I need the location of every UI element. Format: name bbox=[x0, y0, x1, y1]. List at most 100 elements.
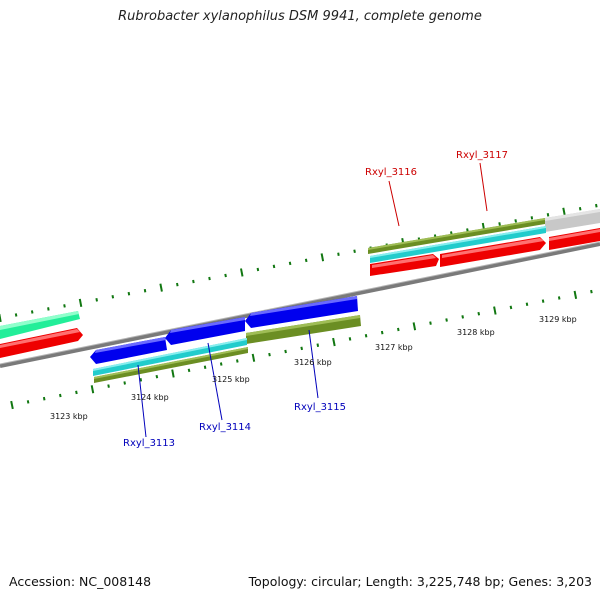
right-feature-block bbox=[368, 209, 600, 276]
inner-ruler-tick bbox=[412, 322, 417, 331]
outer-ruler-tick bbox=[304, 258, 308, 263]
red-cds-arrow-rxyl-3116-shine bbox=[442, 238, 544, 258]
red-cds-arrow-1-shine bbox=[372, 255, 436, 268]
tick-label-3128: 3128 kbp bbox=[457, 328, 495, 337]
outer-ruler-tick bbox=[562, 207, 566, 216]
inner-ruler-tick bbox=[268, 352, 271, 357]
olive-feature-bar-lower-shine bbox=[246, 315, 360, 336]
inner-ruler-tick bbox=[429, 321, 432, 325]
blue-cds-arrow-rxyl-3115 bbox=[245, 296, 358, 328]
inner-ruler-tick bbox=[203, 365, 207, 369]
tick-label-3124: 3124 kbp bbox=[131, 393, 169, 402]
inner-ruler-tick bbox=[219, 362, 223, 366]
blue-cds-arrow-rxyl-3113 bbox=[90, 337, 167, 364]
tick-label-3127: 3127 kbp bbox=[375, 343, 413, 352]
inner-ruler-tick bbox=[284, 349, 287, 354]
inner-ruler-tick bbox=[493, 306, 497, 315]
outer-ruler-tick bbox=[337, 252, 340, 256]
outer-ruler-tick bbox=[272, 264, 276, 269]
inner-ruler-tick bbox=[251, 353, 256, 362]
red-cds-arrow-rxyl-3117-shine bbox=[549, 229, 600, 241]
outer-ruler-tick bbox=[288, 261, 292, 266]
inner-ruler-tick bbox=[364, 334, 368, 338]
inner-ruler-tick bbox=[316, 343, 320, 347]
inner-ruler-tick bbox=[155, 374, 159, 379]
outer-ruler-tick bbox=[498, 222, 501, 226]
inner-ruler-tick bbox=[107, 384, 110, 388]
grey-feature-highlight bbox=[545, 209, 600, 221]
inner-ruler-tick bbox=[187, 368, 191, 373]
inner-ruler-tick bbox=[348, 337, 352, 341]
tick-label-3123: 3123 kbp bbox=[50, 412, 88, 421]
outer-ruler-tick bbox=[0, 313, 2, 323]
tick-labels: 3123 kbp 3124 kbp 3125 kbp 3126 kbp 3127… bbox=[50, 315, 577, 421]
outer-ruler-tick bbox=[47, 307, 50, 311]
inner-ruler-tick bbox=[139, 378, 143, 382]
grey-feature-bar bbox=[545, 209, 600, 232]
callout-line-rxyl-3116 bbox=[388, 180, 400, 227]
outer-ruler-tick bbox=[63, 304, 66, 308]
inner-ruler-tick bbox=[380, 330, 384, 335]
inner-ruler-tick bbox=[461, 315, 464, 319]
outer-ruler-tick bbox=[595, 203, 598, 208]
outer-ruler-tick bbox=[192, 279, 195, 284]
callout-line-rxyl-3114 bbox=[207, 342, 223, 421]
outer-ruler-tick bbox=[14, 313, 18, 317]
outer-ruler-tick bbox=[546, 213, 550, 217]
inner-ruler-tick bbox=[10, 400, 14, 410]
gene-label-rxyl-3114: Rxyl_3114 bbox=[199, 422, 251, 433]
inner-ruler-tick bbox=[397, 327, 400, 332]
tick-label-3125: 3125 kbp bbox=[212, 375, 250, 384]
backbone-highlight bbox=[0, 241, 600, 365]
blue-cds-arrow-rxyl-3114 bbox=[165, 317, 245, 345]
inner-ruler-tick bbox=[59, 393, 62, 398]
outer-ruler-tick bbox=[30, 310, 34, 314]
green-cds-bar bbox=[0, 311, 80, 339]
outer-ruler-tick bbox=[320, 253, 325, 262]
callout-line-rxyl-3115 bbox=[308, 329, 319, 399]
inner-ruler-tick bbox=[90, 385, 95, 394]
inner-ruler-tick bbox=[573, 290, 578, 299]
inner-ruler-tick bbox=[123, 381, 126, 385]
outer-ruler-tick bbox=[514, 219, 517, 223]
map-title: Rubrobacter xylanophilus DSM 9941, compl… bbox=[118, 9, 482, 24]
inner-ruler-tick bbox=[590, 289, 593, 294]
outer-ruler-tick bbox=[530, 216, 534, 220]
gene-label-rxyl-3113: Rxyl_3113 bbox=[123, 438, 175, 449]
gene-callouts: Rxyl_3113 Rxyl_3114 Rxyl_3115 Rxyl_3116 … bbox=[123, 150, 508, 449]
blue-cds-arrow-rxyl-3115-shine bbox=[250, 296, 357, 316]
inner-ruler-tick bbox=[557, 296, 561, 300]
inner-ruler-tick bbox=[525, 302, 529, 306]
outer-ruler-tick bbox=[176, 282, 179, 287]
inner-ruler-tick bbox=[26, 400, 30, 404]
outer-ruler-tick bbox=[127, 291, 131, 296]
callout-line-rxyl-3113 bbox=[137, 364, 147, 438]
green-cds-bar-shine bbox=[0, 311, 79, 330]
inner-ruler-tick bbox=[332, 337, 336, 347]
tick-marks bbox=[0, 203, 598, 410]
inner-ruler-tick bbox=[236, 359, 239, 363]
inner-ruler bbox=[10, 289, 593, 410]
outer-ruler-tick bbox=[578, 207, 582, 211]
left-feature-block bbox=[0, 311, 83, 358]
gene-label-rxyl-3115: Rxyl_3115 bbox=[294, 402, 346, 413]
inner-ruler-tick bbox=[541, 299, 545, 303]
outer-ruler-tick bbox=[78, 298, 83, 307]
inner-ruler-tick bbox=[509, 305, 513, 310]
tick-label-3129: 3129 kbp bbox=[539, 315, 577, 324]
inner-ruler-tick bbox=[75, 390, 78, 395]
inner-ruler-tick bbox=[42, 396, 46, 401]
olive-feature-highlight bbox=[368, 218, 545, 250]
outer-ruler-tick bbox=[353, 249, 356, 253]
blue-cds-arrow-rxyl-3113-shine bbox=[95, 337, 166, 353]
gene-label-rxyl-3117: Rxyl_3117 bbox=[456, 150, 508, 161]
outer-ruler-tick bbox=[240, 268, 244, 277]
genome-summary-text: Topology: circular; Length: 3,225,748 bp… bbox=[248, 574, 592, 589]
callout-line-rxyl-3117 bbox=[479, 162, 488, 212]
backbone-lines bbox=[0, 241, 600, 368]
outer-ruler-tick bbox=[256, 267, 260, 272]
inner-ruler-tick bbox=[300, 346, 303, 351]
tick-label-3126: 3126 kbp bbox=[294, 358, 332, 367]
